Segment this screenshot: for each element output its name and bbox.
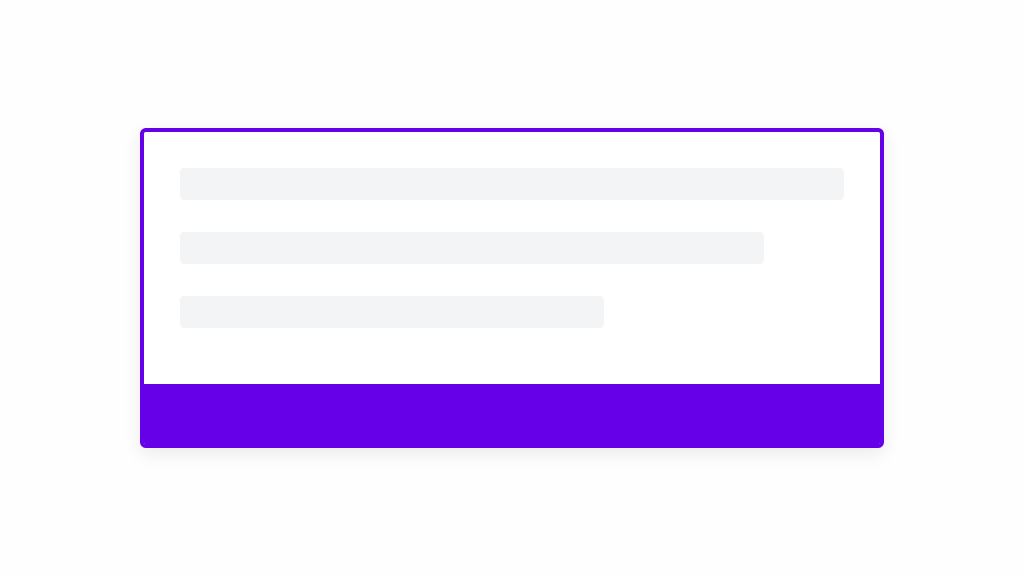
skeleton-line [180,232,764,264]
skeleton-line [180,296,604,328]
skeleton-line [180,168,844,200]
card-footer [144,384,880,444]
skeleton-card [140,128,884,448]
